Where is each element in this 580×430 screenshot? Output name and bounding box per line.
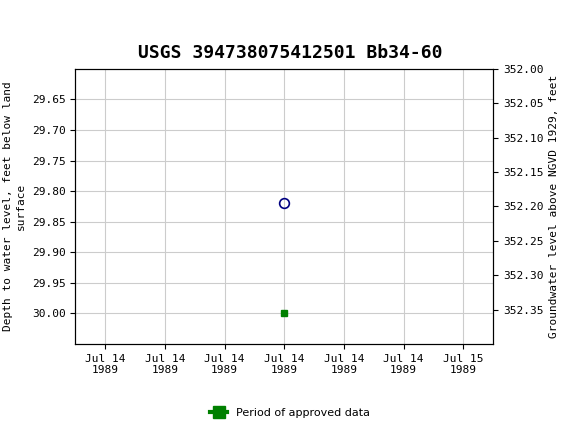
Text: ≈ USGS: ≈ USGS (6, 16, 77, 35)
Y-axis label: Groundwater level above NGVD 1929, feet: Groundwater level above NGVD 1929, feet (549, 75, 559, 338)
Legend: Period of approved data: Period of approved data (206, 403, 374, 422)
Y-axis label: Depth to water level, feet below land
surface: Depth to water level, feet below land su… (3, 82, 26, 331)
Text: USGS 394738075412501 Bb34-60: USGS 394738075412501 Bb34-60 (138, 44, 442, 62)
